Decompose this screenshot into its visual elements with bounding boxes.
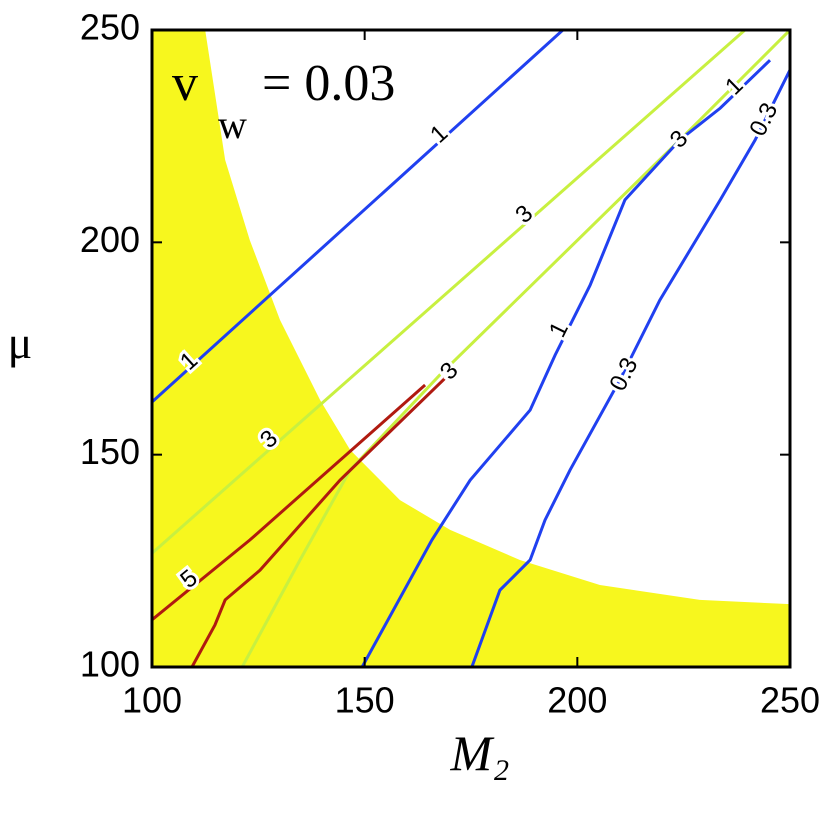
y-tick-label: 150 (80, 431, 140, 472)
annotation-base: v (172, 55, 198, 112)
contour-label: 3 (435, 357, 464, 385)
x-tick-label: 200 (547, 680, 607, 721)
x-tick-label: 100 (122, 680, 182, 721)
y-tick-label: 250 (80, 7, 140, 48)
plot-frame (150, 28, 792, 669)
y-tick-label: 200 (80, 219, 140, 260)
contour-line (240, 30, 790, 667)
x-axis-label: M₂ (449, 725, 509, 781)
annotation-sub: w (218, 102, 247, 147)
contour-label: 0.3 (604, 353, 643, 395)
x-tick-label: 150 (335, 680, 395, 721)
x-tick-label: 250 (760, 680, 820, 721)
contour-line (152, 377, 447, 667)
contour-line (360, 59, 772, 667)
y-tick-label: 100 (80, 644, 140, 685)
y-axis-label: μ (8, 317, 33, 368)
feasible-region (152, 30, 790, 667)
annotation-text: = 0.03 (262, 55, 395, 112)
contour-line (152, 30, 564, 404)
contour-line (152, 30, 746, 555)
contour-label: 0.3 (744, 99, 783, 141)
contour-line (470, 69, 790, 667)
contour-label: 1 (544, 318, 574, 342)
